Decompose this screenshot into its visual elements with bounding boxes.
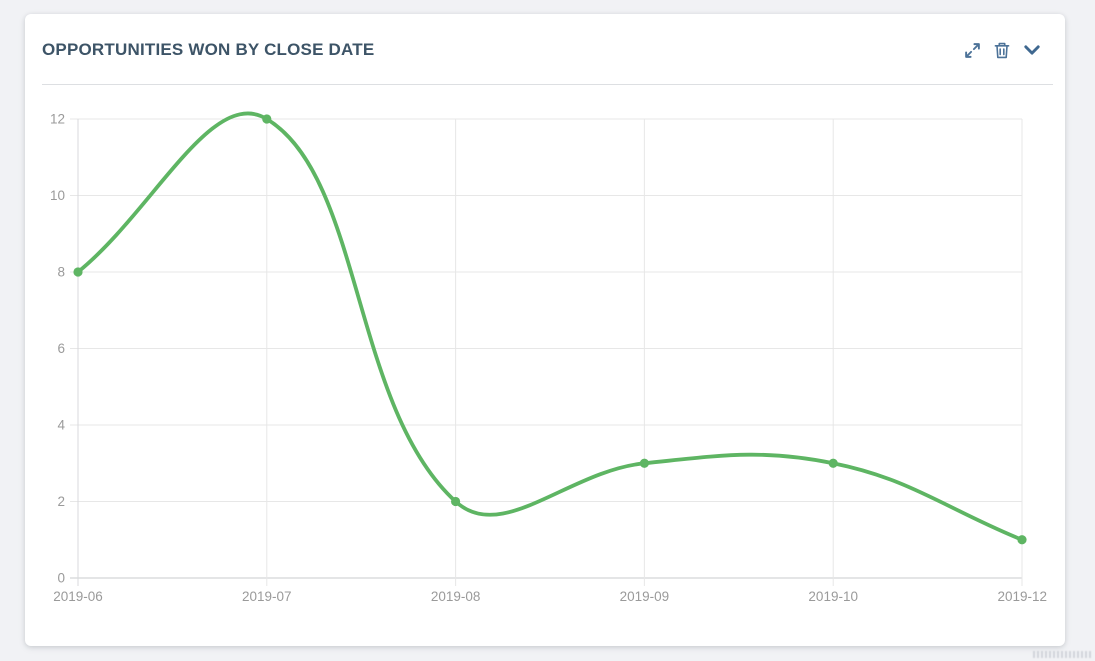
- x-tick-label: 2019-12: [997, 589, 1047, 604]
- data-point[interactable]: [828, 458, 838, 468]
- chart-card: OPPORTUNITIES WON BY CLOSE DATE: [25, 14, 1065, 646]
- chevron-down-icon[interactable]: [1021, 39, 1043, 61]
- card-title: OPPORTUNITIES WON BY CLOSE DATE: [42, 40, 375, 59]
- line-series-path: [76, 111, 1024, 542]
- data-point[interactable]: [1017, 535, 1027, 545]
- card-header: OPPORTUNITIES WON BY CLOSE DATE: [25, 14, 1065, 60]
- expand-icon[interactable]: [962, 40, 983, 61]
- x-tick-label: 2019-10: [808, 589, 858, 604]
- header-divider: [42, 84, 1053, 85]
- y-tick-label: 8: [57, 265, 65, 280]
- x-tick-label: 2019-07: [242, 589, 292, 604]
- data-point[interactable]: [451, 496, 461, 507]
- data-point[interactable]: [73, 267, 83, 277]
- y-tick-label: 4: [57, 418, 65, 433]
- y-tick-label: 10: [50, 188, 65, 203]
- watermark: [1033, 651, 1091, 658]
- line-chart-svg: 0 2 4 6 8 10 12 2019-06 2019-07 2019-08 2019-09 201…: [50, 111, 1047, 605]
- chart-area[interactable]: 0 2 4 6 8 10 12 2019-06 2019-07 2019-08 2019-09 201…: [25, 86, 1065, 646]
- y-tick-label: 6: [57, 341, 65, 356]
- y-tick-label: 2: [57, 494, 65, 509]
- trash-icon[interactable]: [992, 40, 1012, 61]
- x-tick-label: 2019-09: [620, 589, 670, 604]
- y-tick-label: 0: [57, 571, 65, 586]
- data-point[interactable]: [262, 114, 272, 124]
- data-point[interactable]: [639, 458, 650, 468]
- y-tick-label: 12: [50, 112, 65, 127]
- x-tick-label: 2019-08: [431, 589, 481, 604]
- x-tick-label: 2019-06: [53, 589, 103, 604]
- card-toolbar: [962, 39, 1043, 61]
